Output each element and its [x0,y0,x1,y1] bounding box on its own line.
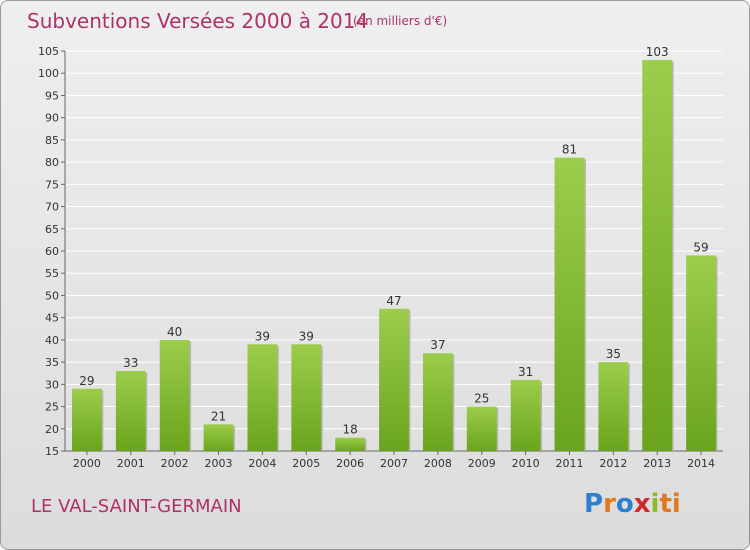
bar [642,59,673,452]
y-tick-label: 100 [38,67,59,80]
x-tick-label: 2004 [248,457,276,470]
x-tick-label: 2005 [292,457,320,470]
x-tick-label: 2014 [687,457,715,470]
bar [422,353,453,451]
y-tick-label: 30 [45,378,59,391]
x-tick-label: 2013 [643,457,671,470]
data-label: 59 [693,240,708,254]
x-tick-label: 2007 [380,457,408,470]
y-tick-label: 105 [38,45,59,58]
data-label: 37 [430,338,445,352]
x-tick-label: 2011 [555,457,583,470]
y-tick-label: 55 [45,267,59,280]
chart-title: Subventions Versées 2000 à 2014 [27,9,369,33]
data-label: 39 [299,329,314,343]
y-tick-label: 85 [45,134,59,147]
commune-name: LE VAL-SAINT-GERMAIN [31,496,242,517]
y-tick-label: 65 [45,223,59,236]
data-label: 33 [123,356,138,370]
x-tick-label: 2008 [424,457,452,470]
data-label: 18 [342,423,357,437]
y-tick-label: 25 [45,401,59,414]
x-tick-label: 2001 [117,457,145,470]
data-label: 103 [646,45,669,59]
x-tick-label: 2009 [468,457,496,470]
y-tick-label: 45 [45,312,59,325]
y-tick-label: 20 [45,423,59,436]
bar [686,255,716,451]
y-tick-label: 80 [45,156,59,169]
y-tick-label: 60 [45,245,59,258]
data-label: 29 [79,374,94,388]
x-tick-label: 2003 [205,457,233,470]
data-labels: 29 33 40 21 39 39 18 47 37 25 31 81 35 103 59 [79,45,708,437]
bar [115,371,146,451]
bars [72,59,718,452]
data-label: 35 [606,347,621,361]
x-tick-label: 2006 [336,457,364,470]
x-tick-label: 2012 [599,457,627,470]
bar [598,362,629,451]
bar [72,388,102,451]
y-tick-label: 35 [45,356,59,369]
x-tick-label: 2002 [161,457,189,470]
bar [291,344,322,451]
bar [247,344,278,451]
data-label: 81 [562,143,577,157]
data-label: 21 [211,409,226,423]
x-tick-label: 2000 [73,457,101,470]
bar [335,437,366,451]
bar [466,406,497,451]
y-tick-label: 95 [45,89,59,102]
bar [203,424,234,451]
bar [159,339,190,451]
chart-subtitle: (en milliers d'€) [353,14,448,28]
data-label: 47 [386,294,401,308]
bar [510,379,541,451]
y-tick-label: 40 [45,334,59,347]
axes: 15 20 25 30 35 40 45 50 55 60 65 70 75 80 85 90 95 100 105… [38,45,723,470]
x-tick-label: 2010 [512,457,540,470]
y-tick-label: 70 [45,201,59,214]
bar [554,157,585,451]
data-label: 39 [255,329,270,343]
y-tick-label: 50 [45,289,59,302]
y-tick-label: 15 [45,445,59,458]
data-label: 40 [167,325,182,339]
y-tick-label: 75 [45,178,59,191]
proxiti-logo: Proxiti [584,489,681,519]
y-tick-label: 90 [45,112,59,125]
data-label: 31 [518,365,533,379]
data-label: 25 [474,392,489,406]
bar [379,308,409,451]
